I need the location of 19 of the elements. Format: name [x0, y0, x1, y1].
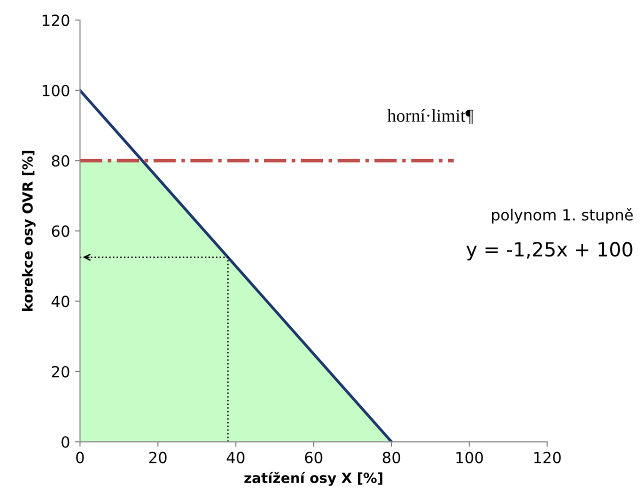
- y-tick-label: 0: [62, 436, 70, 448]
- x-axis-title: zatížení osy X [%]: [244, 472, 382, 486]
- x-tick-label: 20: [149, 452, 167, 464]
- annotation: y = -1,25x + 100: [466, 242, 632, 260]
- y-tick-label: 40: [52, 296, 70, 308]
- x-tick-label: 120: [534, 452, 561, 464]
- y-tick-label: 120: [42, 14, 70, 26]
- y-axis-title: korekce osy OVR [%]: [22, 150, 36, 311]
- annotation: polynom 1. stupně: [492, 208, 633, 224]
- x-tick-label: 100: [456, 452, 483, 464]
- ref-line-label: horní·limit¶: [387, 109, 474, 124]
- x-tick-label: 80: [382, 452, 400, 464]
- y-tick-label: 100: [42, 84, 70, 96]
- x-tick-label: 0: [76, 452, 84, 464]
- x-tick-label: 40: [226, 452, 244, 464]
- y-tick-label: 20: [52, 366, 70, 378]
- y-tick-label: 80: [52, 155, 70, 167]
- y-tick-label: 60: [52, 225, 70, 237]
- x-tick-label: 60: [304, 452, 322, 464]
